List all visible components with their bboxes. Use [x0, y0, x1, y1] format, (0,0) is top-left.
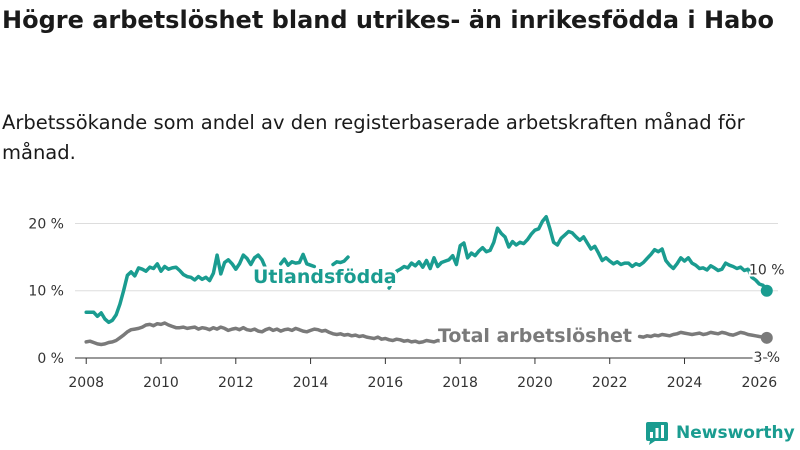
end-label-total: 3 % [753, 350, 780, 366]
label-total: Total arbetslöshet [438, 325, 632, 347]
line-chart: 0 % 10 % 20 % 2008 2010 2012 2014 2016 2018 2020… [28, 214, 787, 391]
foreign-born-line [387, 214, 769, 293]
total-line [84, 321, 447, 347]
series-total [84, 321, 773, 347]
y-tick-label: 10 % [28, 284, 64, 300]
x-tick-label: 2012 [218, 375, 254, 391]
total-end-point [760, 331, 773, 344]
y-axis-ticks: 0 % 10 % 20 % [28, 216, 64, 367]
series-foreign-born [84, 214, 773, 325]
foreign-born-end-point [760, 284, 773, 297]
x-tick-label: 2008 [68, 375, 104, 391]
x-tick-label: 2026 [741, 375, 777, 391]
x-tick-label: 2016 [368, 375, 404, 391]
foreign-born-line [84, 253, 268, 325]
gridlines [75, 222, 778, 359]
chart-subtitle: Arbetssökande som andel av den registerb… [2, 111, 745, 164]
y-tick-label: 20 % [28, 216, 64, 232]
x-tick-label: 2024 [667, 375, 703, 391]
chart-title: Högre arbetslöshet bland utrikes- än inr… [2, 6, 774, 34]
end-label-foreign-born: 10 % [749, 263, 785, 279]
x-axis: 2008 2010 2012 2014 2016 2018 2020 2022 2024 2026 [68, 357, 778, 391]
x-tick-label: 2018 [442, 375, 478, 391]
foreign-born-line [278, 252, 317, 269]
total-line [637, 330, 769, 340]
y-tick-label: 0 % [37, 351, 64, 367]
x-tick-label: 2014 [293, 375, 329, 391]
newsworthy-brand: Newsworthy [645, 418, 795, 448]
label-foreign-born: Utlandsfödda [253, 266, 397, 288]
series-labels: Utlandsfödda Total arbetslöshet 10 % 3 % [250, 261, 787, 368]
x-tick-label: 2020 [517, 375, 553, 391]
foreign-born-line [331, 255, 350, 267]
x-tick-label: 2010 [143, 375, 179, 391]
x-tick-label: 2022 [592, 375, 628, 391]
newsworthy-logo-icon [646, 422, 668, 445]
series-layer [84, 214, 773, 347]
newsworthy-wordmark: Newsworthy [676, 423, 795, 443]
